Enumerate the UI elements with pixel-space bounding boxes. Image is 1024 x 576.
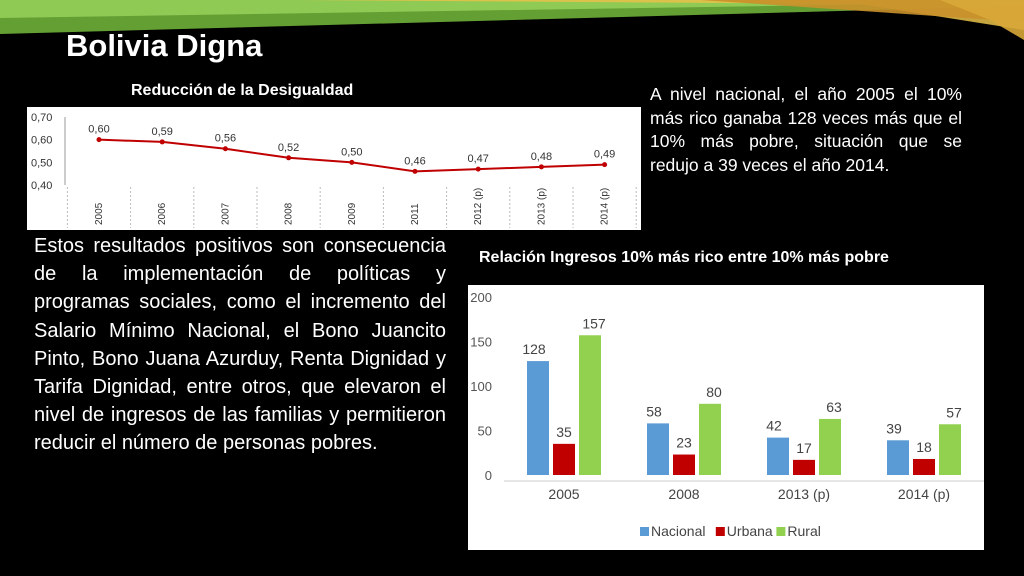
line-chart-value-label: 0,56	[215, 133, 236, 145]
bar-chart-ytick: 50	[478, 424, 492, 439]
bar-value-label: 58	[646, 403, 662, 419]
bar-rural	[699, 403, 721, 475]
line-chart-point	[159, 139, 165, 145]
bar-rural	[579, 335, 601, 475]
line-chart-category-label: 2011	[410, 203, 421, 225]
line-chart-ytick: 0,60	[31, 135, 52, 147]
line-chart-value-label: 0,47	[467, 153, 488, 165]
bar-value-label: 23	[676, 435, 692, 451]
bar-chart-ytick: 100	[470, 379, 492, 394]
line-chart-point	[412, 168, 418, 174]
bar-rural	[819, 418, 841, 475]
bar-chart-ytick: 150	[470, 335, 492, 350]
bar-rural	[939, 424, 961, 475]
line-chart-category-label: 2007	[220, 202, 231, 225]
bar-nacional	[647, 423, 669, 475]
bar-nacional	[887, 440, 909, 475]
slide-title: Bolivia Digna	[66, 28, 263, 63]
line-chart-point	[222, 146, 228, 152]
bar-value-label: 35	[556, 424, 572, 440]
line-chart-category-label: 2012 (p)	[473, 188, 484, 225]
line-chart-category-label: 2013 (p)	[536, 188, 547, 225]
bar-chart-category-label: 2005	[548, 486, 579, 502]
line-chart-point	[538, 164, 544, 170]
bar-value-label: 157	[582, 315, 606, 331]
bar-chart: 0 50 100 150 200 128 35 157 2005 58 23 80 2008 42 17 63…	[470, 290, 984, 539]
line-chart-category-label: 2005	[94, 202, 105, 225]
legend-swatch-rural	[776, 527, 786, 536]
line-chart-value-label: 0,52	[278, 142, 299, 154]
line-chart-point	[602, 162, 608, 168]
legend-label-rural: Rural	[787, 523, 820, 539]
bar-chart-title: Relación Ingresos 10% más rico entre 10%…	[479, 249, 889, 266]
line-chart-value-label: 0,46	[404, 155, 425, 167]
line-chart-panel: 0,40 0,50 0,60 0,70 0,60 2005 0,59 2006 0,56 2007…	[27, 107, 641, 230]
line-chart-title: Reducción de la Desigualdad	[131, 82, 354, 99]
line-chart-point	[96, 137, 102, 143]
bar-value-label: 63	[826, 399, 842, 415]
right-paragraph: A nivel nacional, el año 2005 el 10% más…	[650, 84, 962, 175]
line-chart-value-label: 0,50	[341, 146, 362, 158]
line-chart-category-label: 2006	[157, 202, 168, 225]
line-chart: 0,40 0,50 0,60 0,70 0,60 2005 0,59 2006 0,56 2007…	[31, 112, 637, 228]
bar-value-label: 42	[766, 418, 782, 434]
line-chart-ytick: 0,50	[31, 157, 52, 169]
line-chart-point	[475, 166, 481, 172]
bar-urbana	[913, 458, 935, 475]
bar-value-label: 80	[706, 384, 722, 400]
bar-value-label: 128	[522, 341, 546, 357]
bar-chart-ytick: 0	[485, 468, 492, 483]
left-paragraph: Estos resultados positivos son consecuen…	[34, 235, 446, 455]
bar-value-label: 39	[886, 420, 902, 436]
line-chart-category-label: 2008	[284, 202, 295, 225]
bar-urbana	[793, 459, 815, 475]
line-chart-value-label: 0,60	[88, 124, 109, 136]
line-chart-point	[349, 159, 355, 165]
bar-chart-ytick: 200	[470, 290, 492, 305]
bar-chart-category-label: 2013 (p)	[778, 486, 830, 502]
legend-swatch-urbana	[715, 527, 725, 536]
line-chart-ytick: 0,70	[31, 112, 52, 124]
legend-label-nacional: Nacional	[651, 523, 705, 539]
bar-chart-category-label: 2014 (p)	[898, 486, 950, 502]
legend-swatch-nacional	[640, 527, 649, 536]
bar-chart-category-label: 2008	[668, 486, 699, 502]
bar-value-label: 57	[946, 404, 962, 420]
line-chart-category-label: 2009	[347, 202, 358, 225]
bar-nacional	[767, 437, 789, 475]
line-chart-point	[286, 155, 292, 161]
line-chart-value-label: 0,59	[151, 126, 172, 138]
bar-value-label: 18	[916, 439, 932, 455]
line-chart-value-label: 0,48	[531, 151, 552, 163]
bar-urbana	[673, 454, 695, 475]
line-chart-ytick: 0,40	[31, 180, 52, 192]
legend-label-urbana: Urbana	[727, 523, 773, 539]
bar-nacional	[527, 361, 549, 475]
bar-urbana	[553, 443, 575, 475]
bar-value-label: 17	[796, 440, 812, 456]
line-chart-value-label: 0,49	[594, 149, 615, 161]
bar-chart-panel: 0 50 100 150 200 128 35 157 2005 58 23 80 2008 42 17 63…	[468, 285, 984, 550]
line-chart-category-label: 2014 (p)	[600, 188, 611, 225]
